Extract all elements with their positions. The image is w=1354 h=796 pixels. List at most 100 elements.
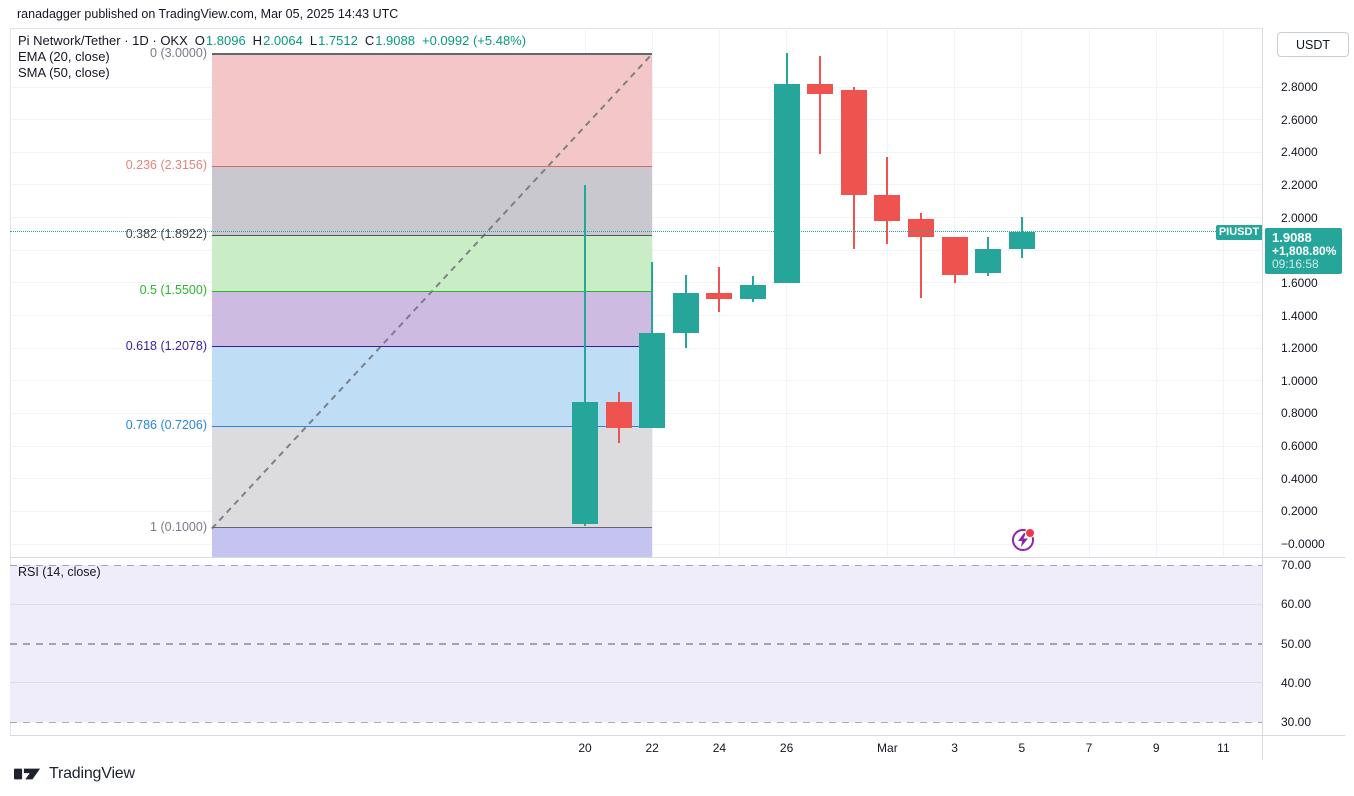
main-chart-pane[interactable]: 0 (3.0000) 0.236 (2.3156) 0.382 (1.8922) 0.… bbox=[10, 28, 1262, 557]
lightning-bolt-icon bbox=[1018, 533, 1028, 547]
rsi-tick-label: 30.00 bbox=[1281, 715, 1312, 729]
time-tick-label: 24 bbox=[712, 741, 727, 755]
gridline-vertical bbox=[1155, 28, 1157, 557]
time-tick-label: 22 bbox=[645, 741, 659, 755]
candle-body-feb-22 bbox=[639, 333, 666, 429]
time-tick-label: Mar bbox=[877, 741, 898, 755]
fib-label-0.5: 0.5 (1.5500) bbox=[139, 283, 207, 298]
rsi-gridline bbox=[10, 603, 1262, 605]
rsi-tick-label: 40.00 bbox=[1281, 675, 1312, 690]
rsi-band-line-50 bbox=[10, 643, 1262, 645]
candle-body-feb-21 bbox=[605, 402, 632, 429]
fib-band-0.382-0.5 bbox=[212, 235, 652, 292]
price-tick-label: 2.4000 bbox=[1281, 145, 1318, 160]
candle-body-feb-25 bbox=[740, 284, 766, 300]
price-axis-divider bbox=[1262, 28, 1263, 760]
price-tick-label: 1.0000 bbox=[1281, 373, 1318, 388]
symbol-title: Pi Network/Tether · 1D · OKX bbox=[18, 33, 188, 48]
price-tick-label: 1.4000 bbox=[1281, 308, 1318, 323]
price-tick-label: 2.6000 bbox=[1281, 112, 1318, 127]
rsi-legend-label[interactable]: RSI (14, close) bbox=[18, 565, 101, 579]
candle-body-mar-4 bbox=[975, 248, 1002, 274]
current-price-change: +1,808.80% bbox=[1272, 244, 1337, 259]
ohlc-low-label: L bbox=[309, 33, 318, 48]
ohlc-open-label: O bbox=[194, 33, 205, 48]
fib-label-0: 0 (3.0000) bbox=[150, 46, 207, 61]
sma-label: SMA (50, close) bbox=[18, 65, 110, 80]
gridline-vertical bbox=[1021, 28, 1023, 557]
attribution-text: ranadagger published on TradingView.com,… bbox=[17, 7, 399, 21]
ohlc-close-value: 1.9088 bbox=[375, 33, 415, 48]
fib-label-0.618: 0.618 (1.2078) bbox=[125, 338, 207, 353]
candle-body-mar-2 bbox=[908, 219, 934, 238]
fib-line-0.236 bbox=[212, 165, 652, 167]
tradingview-mark-icon bbox=[14, 768, 41, 780]
candle-body-feb-28 bbox=[840, 90, 867, 195]
candle-wick-mar-2 bbox=[920, 212, 922, 298]
symbol-price-badge: PIUSDT bbox=[1216, 224, 1262, 240]
current-price-value: 1.9088 bbox=[1272, 230, 1312, 246]
currency-button[interactable]: USDT bbox=[1277, 32, 1349, 57]
price-tick-label: 1.6000 bbox=[1281, 275, 1318, 290]
gridline-vertical bbox=[1088, 28, 1090, 557]
legend-sma-row[interactable]: SMA (50, close) bbox=[18, 65, 110, 81]
fib-label-0.382: 0.382 (1.8922) bbox=[125, 227, 207, 242]
ohlc-close-label: C bbox=[364, 33, 375, 48]
candle-body-mar-5 bbox=[1008, 232, 1035, 249]
legend-ema-row[interactable]: EMA (20, close) bbox=[18, 49, 110, 65]
gridline-vertical bbox=[954, 28, 956, 557]
ema-label: EMA (20, close) bbox=[18, 49, 110, 64]
price-tick-label: 1.2000 bbox=[1281, 341, 1318, 356]
time-tick-label: 26 bbox=[779, 741, 794, 755]
fib-retracement-drawing[interactable] bbox=[211, 28, 652, 557]
chart-legend: Pi Network/Tether · 1D · OKX O 1.8096 H 2.… bbox=[18, 33, 526, 81]
candle-wick-feb-27 bbox=[819, 56, 822, 154]
current-price-label: 1.9088 +1,808.80% 09:16:58 bbox=[1265, 228, 1342, 275]
fib-line-0.618 bbox=[212, 346, 652, 348]
tradingview-logo[interactable]: TradingView bbox=[14, 765, 135, 783]
fib-band-below-1 bbox=[212, 527, 652, 557]
ohlc-low-value: 1.7512 bbox=[318, 33, 358, 48]
fib-label-1: 1 (0.1000) bbox=[150, 519, 207, 534]
time-axis[interactable]: 20 22 24 26 Mar 3 5 7 9 11 bbox=[10, 736, 1262, 760]
fib-line-0.382 bbox=[212, 234, 652, 236]
fib-line-0 bbox=[212, 53, 652, 56]
fib-band-0-0.236 bbox=[212, 54, 652, 167]
candle-body-feb-26 bbox=[773, 83, 800, 283]
ohlc-high-label: H bbox=[252, 33, 263, 48]
time-axis-divider bbox=[10, 735, 1345, 736]
notification-dot bbox=[1025, 528, 1035, 538]
bar-countdown: 09:16:58 bbox=[1272, 257, 1319, 272]
rsi-band-line-30 bbox=[10, 721, 1262, 723]
fib-label-0.786: 0.786 (0.7206) bbox=[125, 418, 207, 433]
time-tick-label: 7 bbox=[1085, 741, 1093, 755]
chart-widget: 0 (3.0000) 0.236 (2.3156) 0.382 (1.8922) 0.… bbox=[10, 28, 1349, 760]
time-tick-label: 9 bbox=[1152, 741, 1160, 755]
current-price-line bbox=[10, 231, 1262, 233]
candle-wick-feb-20 bbox=[584, 184, 586, 527]
candle-body-feb-23 bbox=[672, 292, 699, 334]
flash-icon[interactable] bbox=[1012, 528, 1035, 551]
rsi-pane[interactable]: RSI (14, close) bbox=[10, 557, 1262, 735]
fib-line-0.786 bbox=[212, 425, 652, 427]
time-tick-label: 11 bbox=[1217, 741, 1230, 755]
fib-line-1 bbox=[212, 527, 652, 529]
rsi-tick-label: 60.00 bbox=[1281, 597, 1312, 612]
candle-wick-feb-24 bbox=[718, 266, 721, 313]
candle-body-feb-20 bbox=[572, 402, 598, 525]
legend-symbol-row[interactable]: Pi Network/Tether · 1D · OKX O 1.8096 H 2.… bbox=[18, 33, 526, 49]
price-tick-label: 2.8000 bbox=[1281, 80, 1318, 95]
fib-label-0.236: 0.236 (2.3156) bbox=[125, 158, 207, 173]
price-tick-label: 0.6000 bbox=[1281, 439, 1318, 454]
price-axis[interactable]: USDT 2.8000 2.6000 2.4000 2.2000 2.0000 1.600… bbox=[1263, 28, 1349, 760]
time-tick-label: 5 bbox=[1018, 741, 1026, 755]
price-tick-label: 0.4000 bbox=[1281, 471, 1318, 486]
time-tick-label: 20 bbox=[578, 741, 592, 755]
pane-resize-divider[interactable] bbox=[10, 557, 1345, 558]
change-value: +0.0992 (+5.48%) bbox=[421, 33, 527, 48]
rsi-tick-label: 70.00 bbox=[1281, 558, 1312, 572]
fib-line-0.5 bbox=[212, 290, 652, 292]
candle-body-feb-24 bbox=[706, 292, 733, 300]
tradingview-logo-text: TradingView bbox=[49, 765, 135, 782]
